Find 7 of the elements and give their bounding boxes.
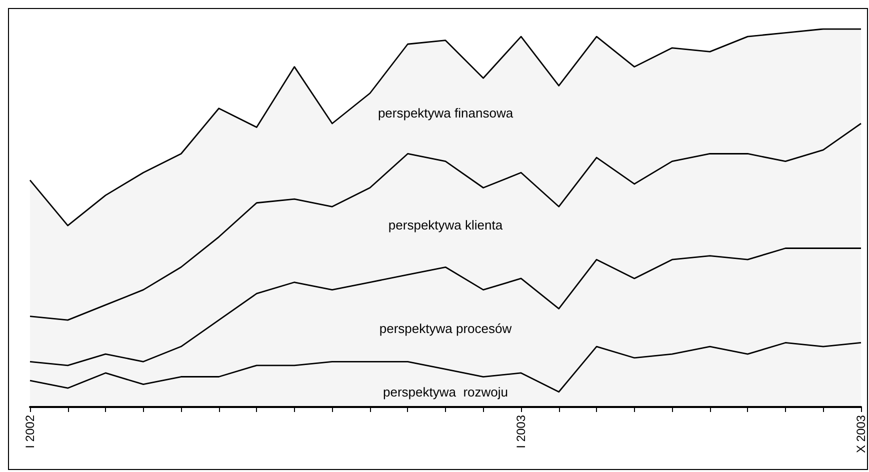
x-tick-label: X 2003 <box>854 414 868 454</box>
x-tick-label: I 2002 <box>23 414 37 448</box>
series-label: perspektywa rozwoju <box>383 384 508 400</box>
series-label: perspektywa procesów <box>379 320 512 336</box>
series-label: perspektywa klienta <box>388 217 504 232</box>
series-label: perspektywa finansowa <box>378 105 514 120</box>
x-tick-label: I 2003 <box>514 414 528 448</box>
